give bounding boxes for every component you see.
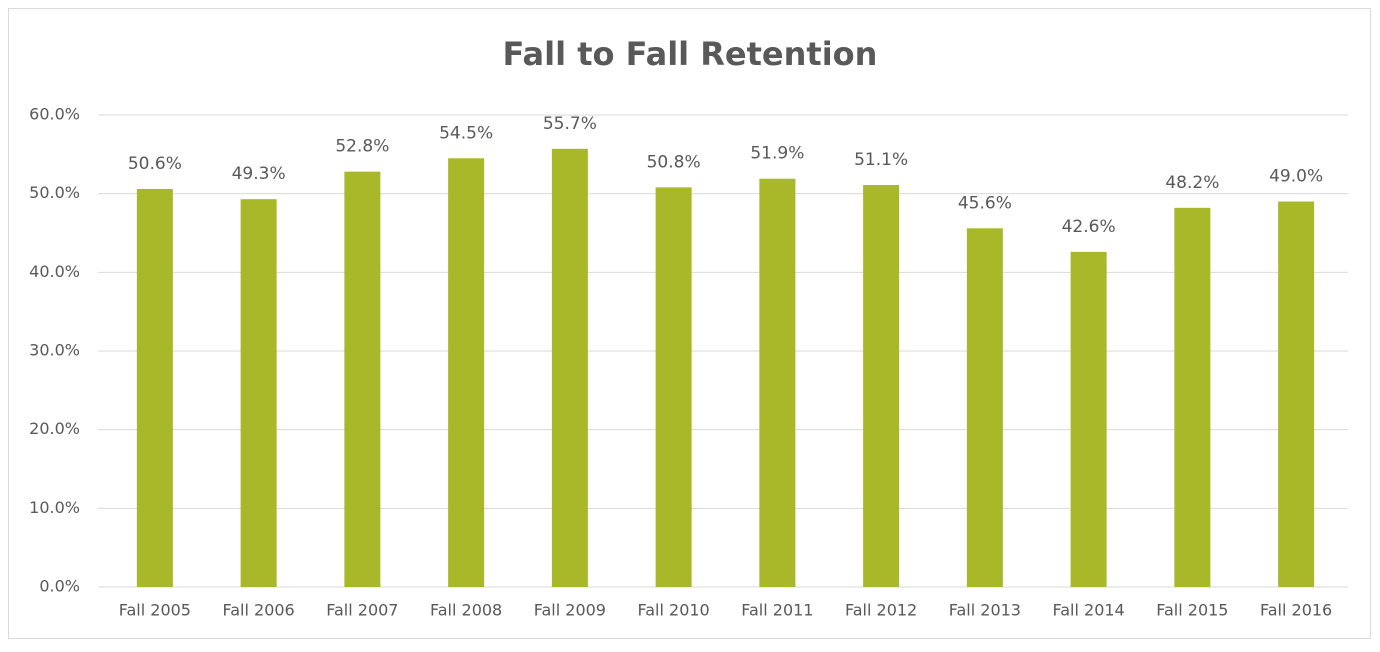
x-tick-label: Fall 2008	[430, 601, 502, 620]
x-tick-label: Fall 2007	[326, 601, 398, 620]
x-tick-label: Fall 2015	[1156, 601, 1228, 620]
y-tick-label: 60.0%	[29, 105, 80, 124]
bar	[655, 187, 692, 587]
x-tick-label: Fall 2014	[1053, 601, 1125, 620]
value-label: 49.3%	[232, 164, 286, 184]
y-tick-label: 10.0%	[29, 498, 80, 517]
bar	[1070, 251, 1107, 587]
x-tick-label: Fall 2012	[845, 601, 917, 620]
x-tick-label: Fall 2016	[1260, 601, 1332, 620]
x-tick-label: Fall 2006	[223, 601, 295, 620]
bar	[344, 171, 381, 587]
bar	[240, 199, 277, 587]
bar	[966, 228, 1003, 587]
x-tick-label: Fall 2013	[949, 601, 1021, 620]
value-label: 45.6%	[958, 193, 1012, 213]
x-tick-label: Fall 2010	[638, 601, 710, 620]
x-tick-label: Fall 2005	[119, 601, 191, 620]
value-label: 51.1%	[854, 150, 908, 170]
bar	[863, 185, 900, 587]
bar	[759, 178, 796, 587]
bar	[1174, 207, 1211, 587]
y-tick-label: 20.0%	[29, 419, 80, 438]
value-label: 51.9%	[750, 144, 804, 164]
value-label: 52.8%	[335, 137, 389, 157]
value-label: 55.7%	[543, 114, 597, 134]
bar	[551, 148, 588, 587]
value-label: 50.6%	[128, 154, 182, 174]
y-tick-label: 40.0%	[29, 262, 80, 281]
bar	[1278, 201, 1315, 588]
value-label: 50.8%	[647, 152, 701, 172]
value-label: 49.0%	[1269, 167, 1323, 187]
x-tick-label: Fall 2009	[534, 601, 606, 620]
y-tick-label: 30.0%	[29, 341, 80, 360]
x-tick-label: Fall 2011	[741, 601, 813, 620]
bar	[448, 158, 485, 587]
y-tick-label: 0.0%	[39, 577, 80, 596]
bar	[136, 188, 173, 588]
value-label: 48.2%	[1165, 173, 1219, 193]
value-label: 42.6%	[1062, 217, 1116, 237]
y-tick-label: 50.0%	[29, 183, 80, 202]
chart-title: Fall to Fall Retention	[503, 35, 878, 73]
value-label: 54.5%	[439, 123, 493, 143]
